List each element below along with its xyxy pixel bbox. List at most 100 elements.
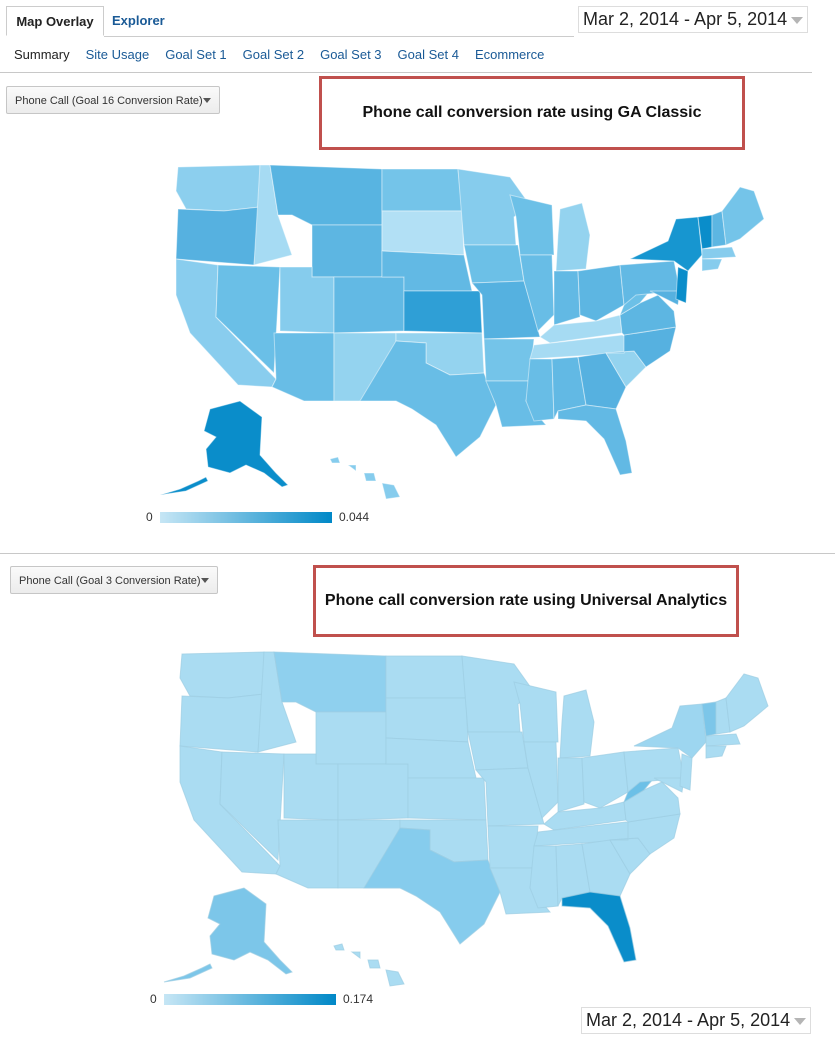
state-idaho[interactable] [253, 164, 293, 266]
color-scale-legend-bottom [164, 994, 336, 1005]
state-wyoming[interactable] [315, 711, 387, 765]
state-nevada[interactable] [219, 751, 285, 862]
state-oregon[interactable] [179, 693, 265, 753]
date-range-picker-top[interactable]: Mar 2, 2014 - Apr 5, 2014 [578, 6, 809, 33]
state-massachusetts[interactable] [701, 246, 737, 260]
state-iowa[interactable] [467, 731, 529, 771]
report-tab-bar: Map Overlay Explorer [0, 0, 835, 40]
chevron-down-icon [791, 16, 804, 24]
state-new-jersey[interactable] [679, 753, 693, 791]
state-arizona[interactable] [275, 819, 339, 889]
metric-group-subtabs: Summary Site Usage Goal Set 1 Goal Set 2 Goa… [14, 47, 560, 62]
state-alaska-aleutians[interactable] [163, 963, 213, 983]
state-north-carolina[interactable] [609, 813, 681, 855]
chevron-down-icon [794, 1017, 807, 1025]
state-michigan[interactable] [555, 202, 591, 272]
panel-divider [0, 553, 835, 554]
state-michigan[interactable] [559, 689, 595, 759]
chevron-down-icon [203, 98, 211, 103]
state-idaho[interactable] [257, 651, 297, 753]
legend-max-label: 0.174 [343, 992, 374, 1006]
state-hawaii[interactable] [329, 456, 401, 500]
legend-min-label: 0 [150, 992, 157, 1006]
legend-min-label: 0 [146, 510, 153, 524]
metric-dropdown-label: Phone Call (Goal 3 Conversion Rate) [19, 575, 201, 587]
state-washington[interactable] [175, 164, 261, 212]
state-maryland[interactable] [649, 290, 681, 306]
state-texas[interactable] [363, 827, 501, 945]
state-maryland[interactable] [653, 777, 685, 793]
state-arkansas[interactable] [483, 338, 535, 382]
state-massachusetts[interactable] [705, 733, 741, 747]
state-illinois[interactable] [523, 741, 559, 819]
state-montana[interactable] [269, 164, 383, 226]
state-kansas[interactable] [403, 290, 483, 334]
state-mississippi[interactable] [525, 358, 555, 422]
state-arkansas[interactable] [487, 825, 539, 869]
state-virginia[interactable] [623, 781, 681, 823]
us-map-top[interactable] [150, 155, 780, 500]
state-mississippi[interactable] [529, 845, 559, 909]
section-divider [0, 72, 812, 73]
chevron-down-icon [201, 578, 209, 583]
state-texas[interactable] [359, 340, 497, 458]
subtab-goal-set-4[interactable]: Goal Set 4 [397, 47, 459, 62]
state-florida[interactable] [557, 404, 633, 476]
state-hawaii[interactable] [333, 943, 405, 987]
state-oregon[interactable] [175, 206, 261, 266]
date-range-picker-bottom[interactable]: Mar 2, 2014 - Apr 5, 2014 [581, 1007, 812, 1034]
state-washington[interactable] [179, 651, 265, 699]
tab-divider [104, 36, 574, 37]
state-iowa[interactable] [463, 244, 525, 284]
state-illinois[interactable] [519, 254, 555, 332]
state-utah[interactable] [283, 753, 339, 821]
subtab-goal-set-2[interactable]: Goal Set 2 [242, 47, 305, 62]
date-range-label: Mar 2, 2014 - Apr 5, 2014 [586, 1010, 791, 1030]
state-new-york[interactable] [629, 216, 703, 272]
state-arizona[interactable] [271, 332, 335, 402]
state-indiana[interactable] [553, 270, 581, 326]
state-virginia[interactable] [619, 294, 677, 336]
state-new-jersey[interactable] [675, 266, 689, 304]
state-kansas[interactable] [407, 777, 487, 821]
state-nevada[interactable] [215, 264, 281, 375]
state-north-carolina[interactable] [605, 326, 677, 368]
state-south-dakota[interactable] [381, 210, 465, 256]
state-ohio[interactable] [581, 751, 629, 809]
state-alaska[interactable] [207, 887, 293, 975]
state-montana[interactable] [273, 651, 387, 713]
tab-explorer[interactable]: Explorer [112, 13, 165, 28]
state-north-dakota[interactable] [381, 168, 463, 212]
state-north-dakota[interactable] [385, 655, 467, 699]
annotation-text: Phone call conversion rate using Univers… [324, 592, 728, 609]
annotation-callout-bottom: Phone call conversion rate using Univers… [313, 565, 739, 637]
state-alaska[interactable] [203, 400, 289, 488]
metric-dropdown-top[interactable]: Phone Call (Goal 16 Conversion Rate) [6, 86, 220, 114]
state-colorado[interactable] [333, 276, 405, 334]
state-colorado[interactable] [337, 763, 409, 821]
state-utah[interactable] [279, 266, 335, 334]
state-maine[interactable] [725, 673, 769, 733]
state-wyoming[interactable] [311, 224, 383, 278]
subtab-site-usage[interactable]: Site Usage [85, 47, 150, 62]
subtab-ecommerce[interactable]: Ecommerce [474, 47, 545, 62]
us-map-bottom[interactable] [154, 642, 784, 987]
subtab-goal-set-1[interactable]: Goal Set 1 [165, 47, 227, 62]
state-ohio[interactable] [577, 264, 625, 322]
subtab-summary[interactable]: Summary [14, 47, 70, 62]
tab-map-overlay[interactable]: Map Overlay [6, 6, 104, 36]
legend-max-label: 0.044 [339, 510, 370, 524]
state-florida[interactable] [561, 891, 637, 963]
state-missouri[interactable] [470, 280, 541, 340]
state-connecticut[interactable] [705, 745, 727, 759]
state-connecticut[interactable] [701, 258, 723, 272]
state-georgia[interactable] [577, 352, 627, 410]
state-maine[interactable] [721, 186, 765, 246]
state-south-dakota[interactable] [385, 697, 469, 743]
metric-dropdown-bottom[interactable]: Phone Call (Goal 3 Conversion Rate) [10, 566, 218, 594]
state-missouri[interactable] [474, 767, 545, 827]
state-indiana[interactable] [557, 757, 585, 813]
state-alaska-aleutians[interactable] [159, 476, 209, 496]
color-scale-legend-top [160, 512, 332, 523]
subtab-goal-set-3[interactable]: Goal Set 3 [320, 47, 382, 62]
